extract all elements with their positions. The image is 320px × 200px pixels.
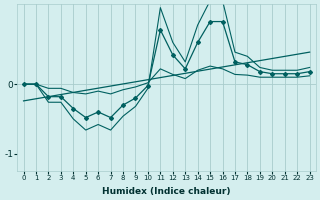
X-axis label: Humidex (Indice chaleur): Humidex (Indice chaleur) <box>102 187 231 196</box>
